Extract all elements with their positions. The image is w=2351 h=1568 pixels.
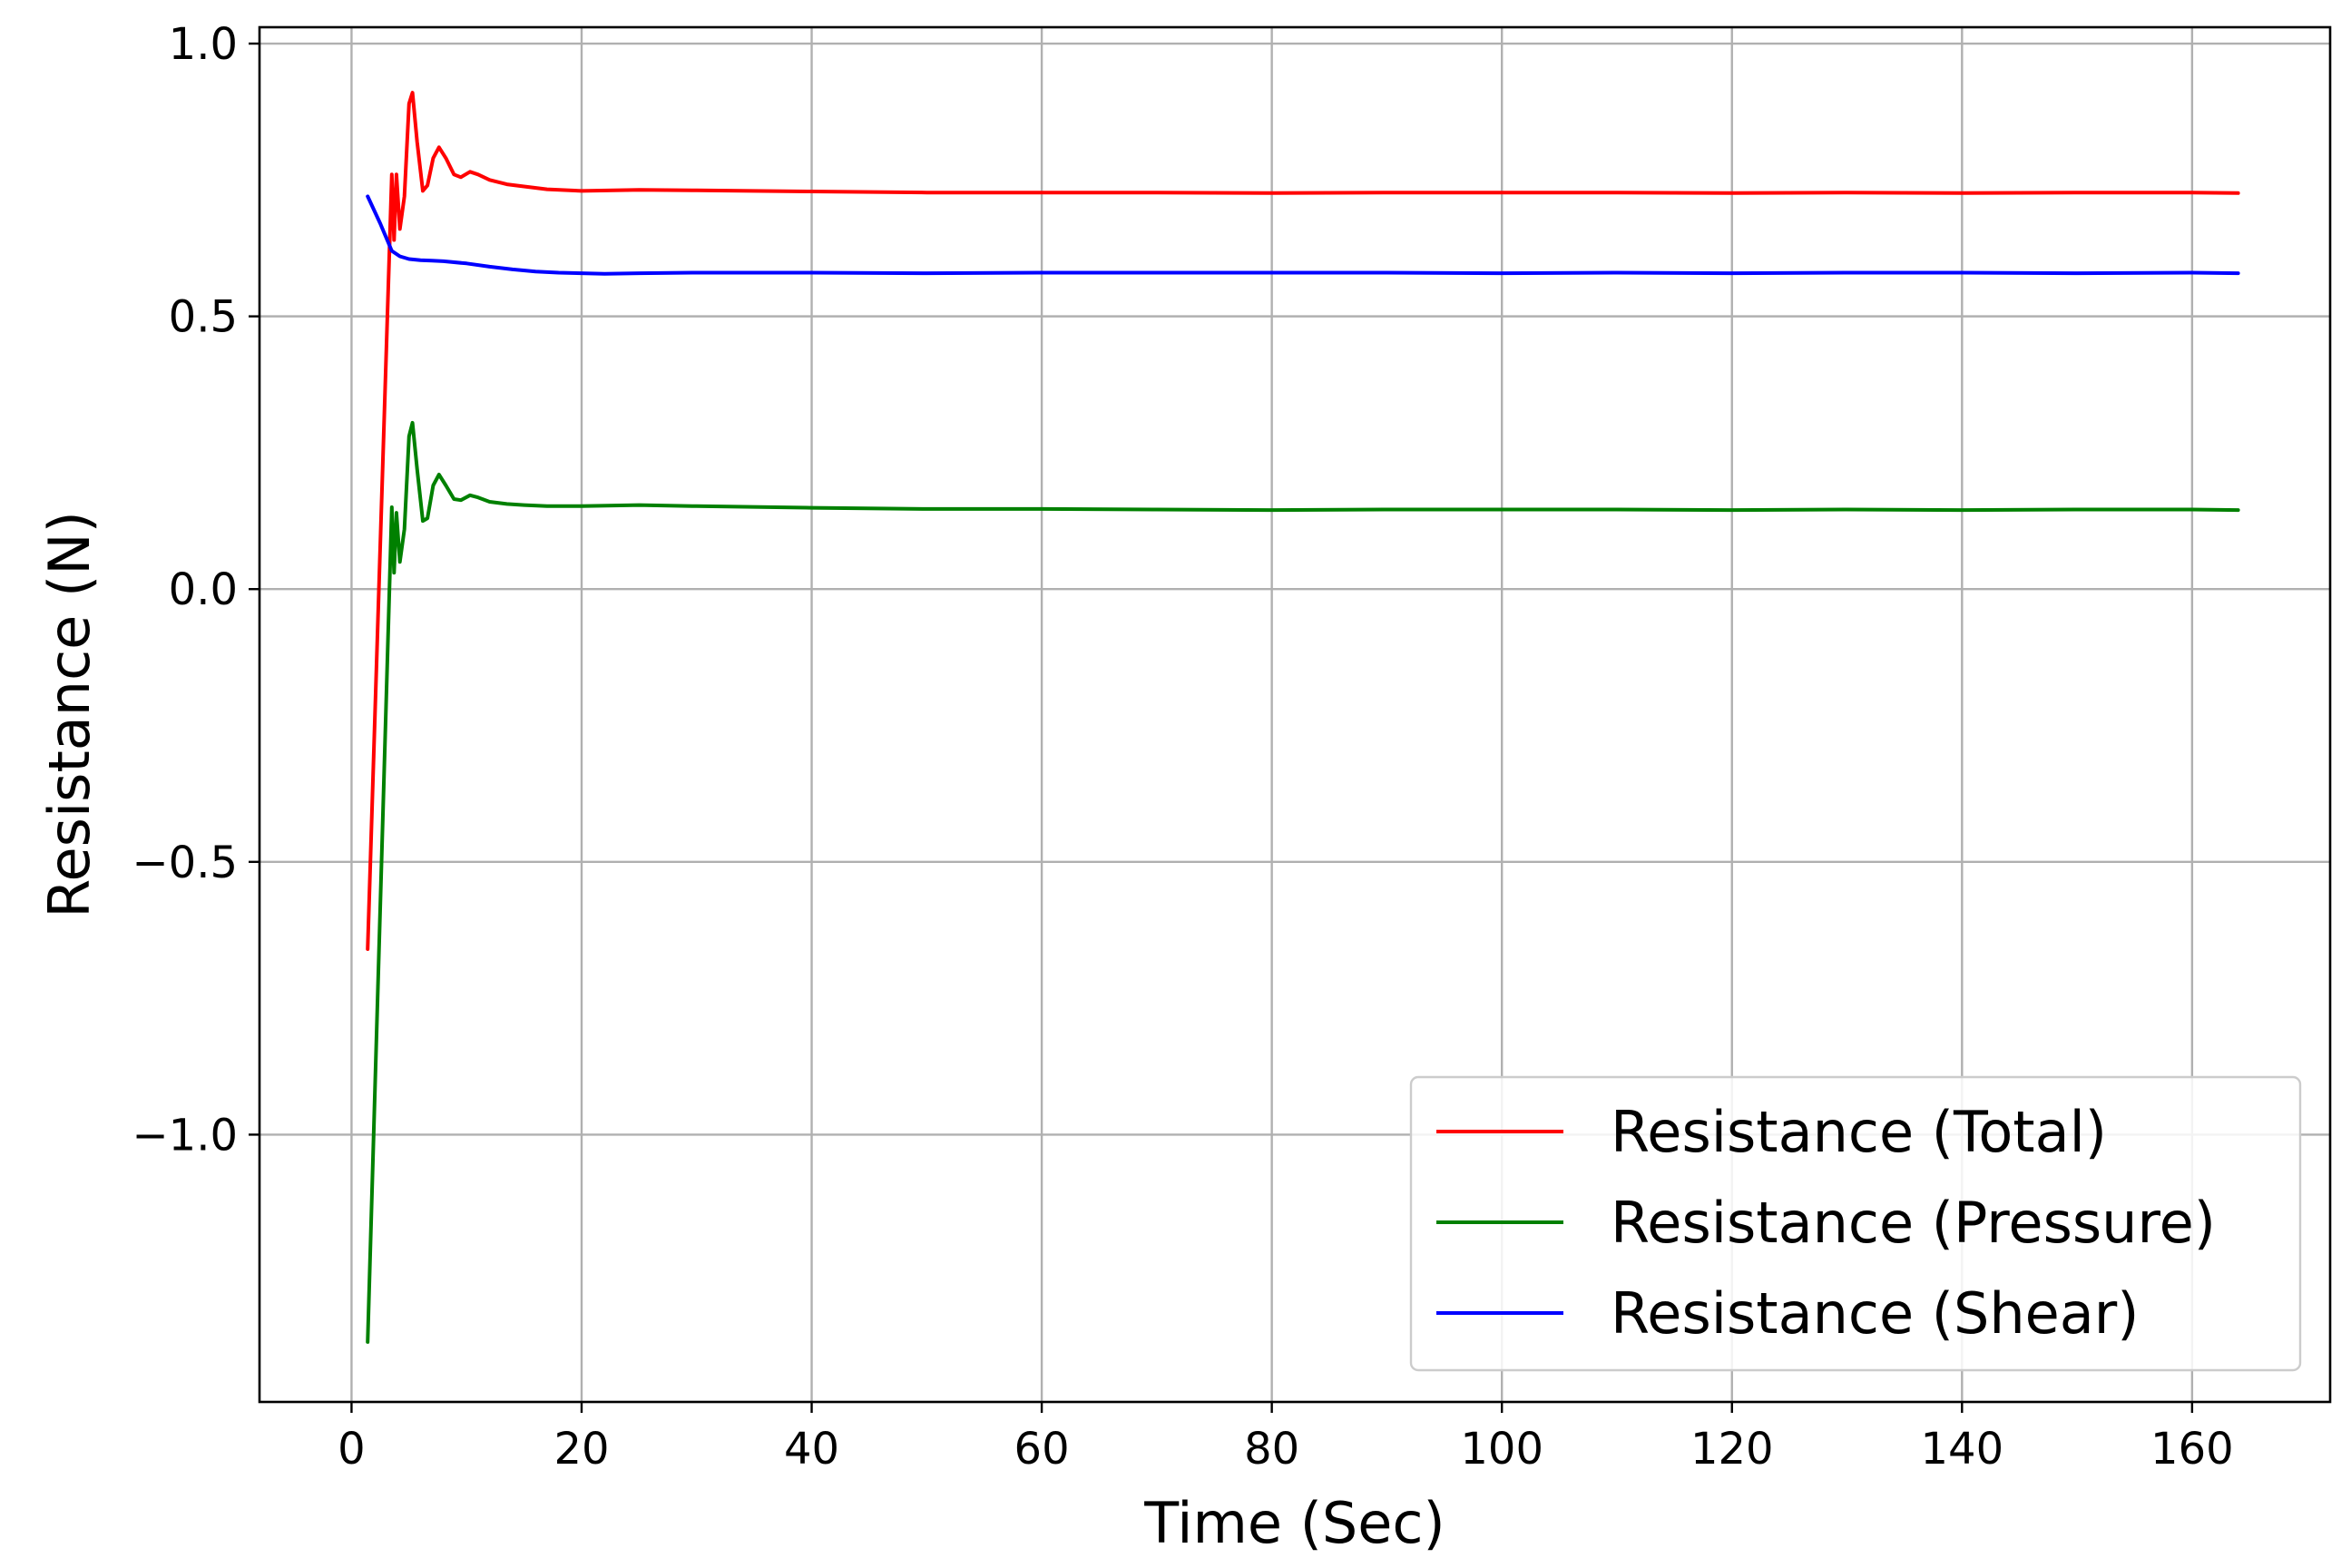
legend-entry-label: Resistance (Shear) [1611,1280,2139,1347]
x-axis-ticks: 0 20 40 60 80 100 120 140 160 [338,1402,2234,1475]
legend-box [1409,1075,2302,1372]
series-line [366,420,2240,1344]
legend-entry-label: Resistance (Pressure) [1611,1190,2216,1256]
y-tick-label: 0.5 [169,292,238,343]
x-tick-label: 20 [553,1424,609,1475]
x-tick-label: 120 [1690,1424,1774,1475]
y-axis-label: Resistance (N) [36,511,103,918]
x-tick-label: 160 [2150,1424,2234,1475]
x-tick-label: 0 [338,1424,366,1475]
series-layer [366,91,2240,1344]
y-tick-label: −1.0 [132,1110,238,1161]
legend-entry-label: Resistance (Total) [1611,1099,2107,1165]
axes-frame [258,25,2332,1404]
x-axis-label: Time (Sec) [1143,1490,1445,1556]
series-line [366,194,2240,276]
grid-lines [260,27,2330,1402]
y-axis-ticks: 1.0 0.5 0.0 −0.5 −1.0 [132,19,260,1161]
x-tick-label: 100 [1460,1424,1543,1475]
series-line [366,91,2240,951]
x-tick-label: 60 [1014,1424,1070,1475]
x-tick-label: 140 [1920,1424,2003,1475]
y-tick-label: 1.0 [169,19,238,70]
x-tick-label: 40 [784,1424,839,1475]
x-tick-label: 80 [1244,1424,1299,1475]
legend: Resistance (Total) Resistance (Pressure) R… [1409,1075,2302,1372]
y-tick-label: −0.5 [132,838,238,888]
y-tick-label: 0.0 [169,564,238,615]
